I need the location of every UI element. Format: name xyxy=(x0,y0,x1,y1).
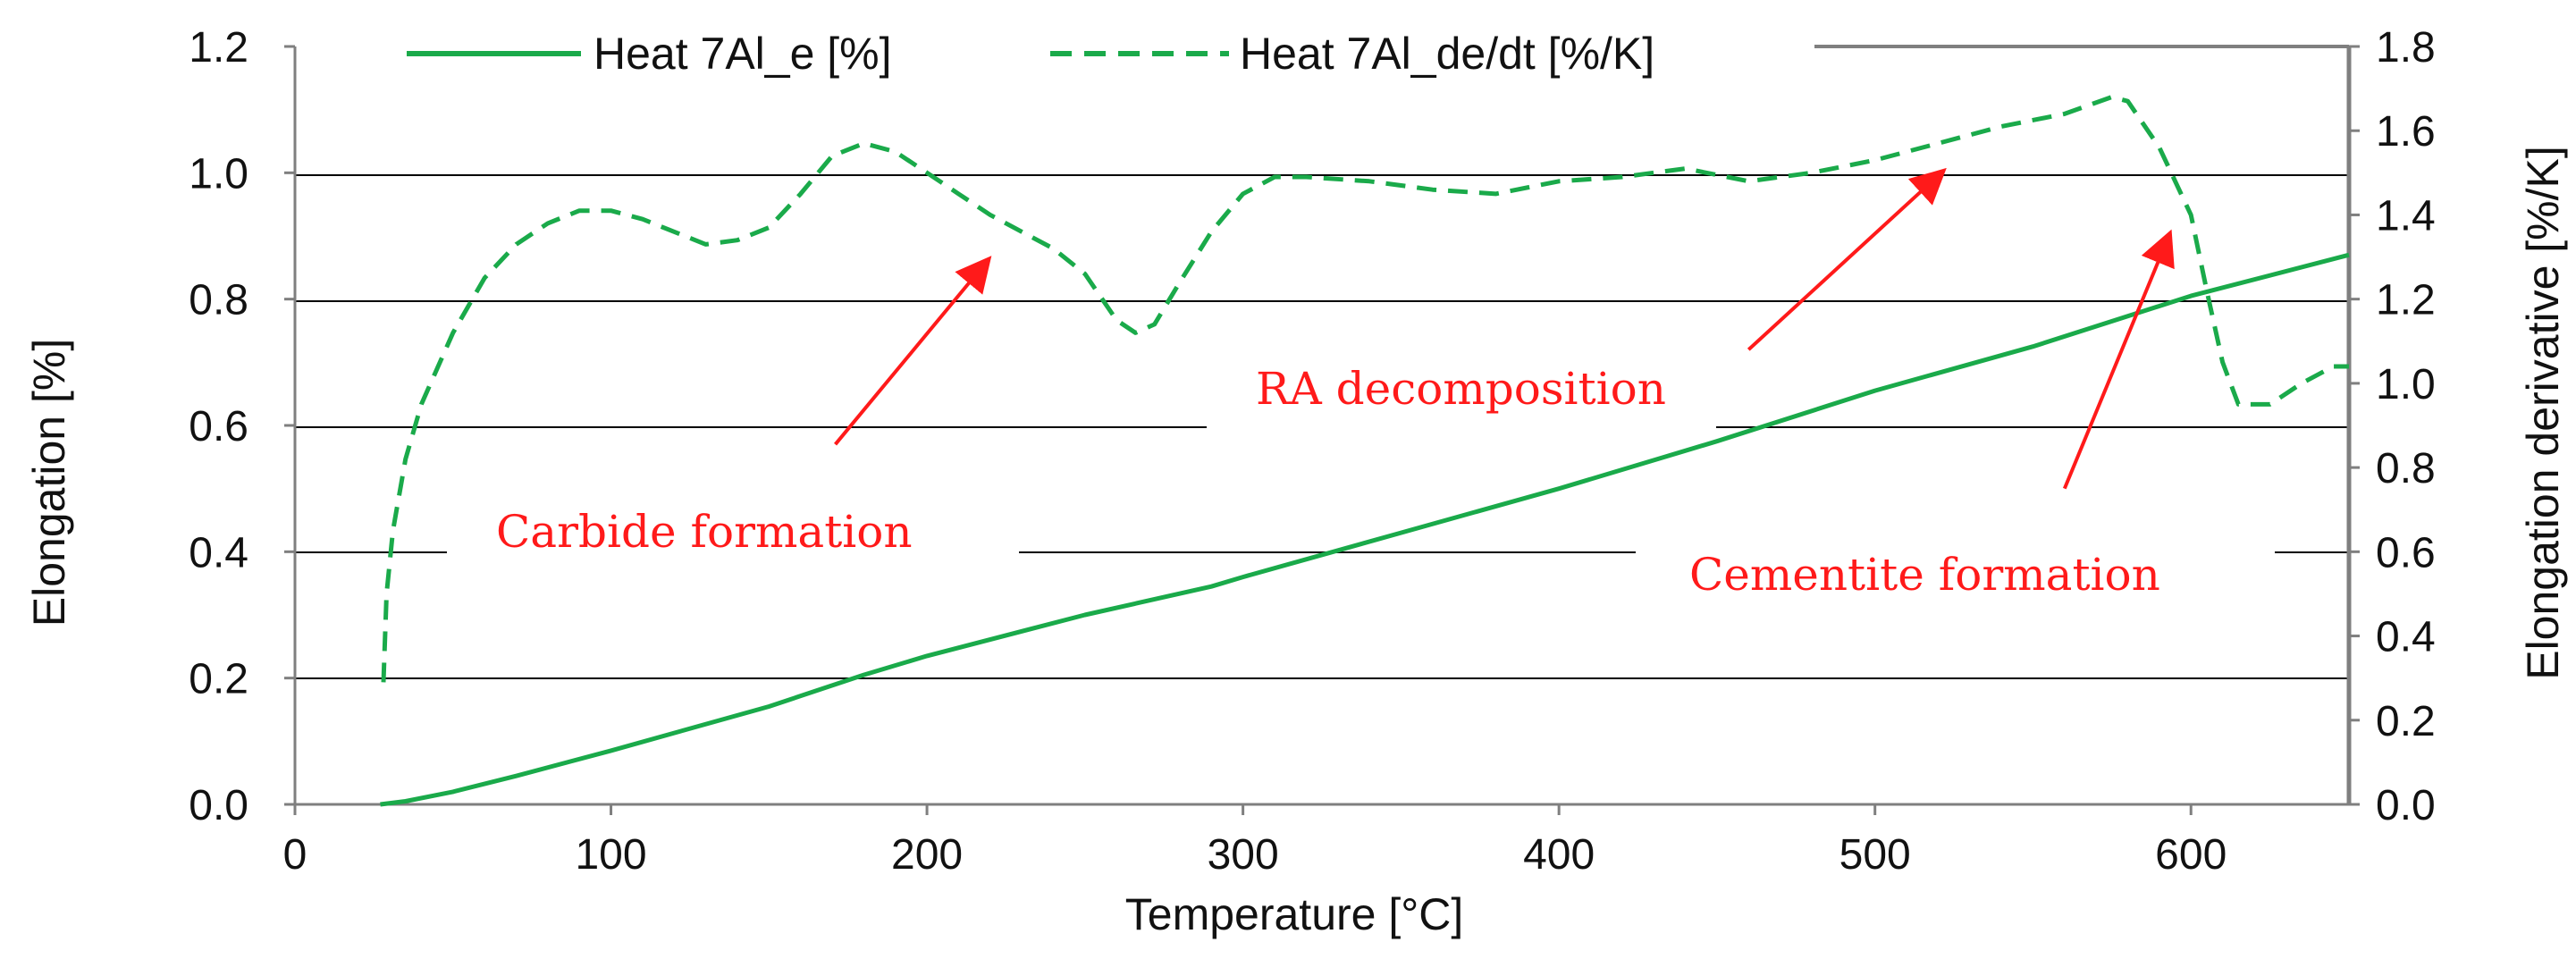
annotations: Carbide formation RA decomposition Cementi… xyxy=(496,167,2175,601)
y2-ticks: 0.0 0.2 0.4 0.6 0.8 1.0 1.2 1.4 1.6 1.8 xyxy=(2349,24,2436,829)
x-tick-label: 400 xyxy=(1523,831,1595,879)
y-tick-label: 0.2 xyxy=(189,656,248,703)
annotation-arrow xyxy=(1747,167,1947,351)
annotation-arrow xyxy=(834,256,992,446)
series-line-derivative xyxy=(381,95,2349,683)
y2-tick-label: 1.4 xyxy=(2376,192,2436,240)
series xyxy=(380,95,2350,807)
y2-tick-label: 1.0 xyxy=(2376,361,2436,408)
legend-label-elongation: Heat 7Al_e [%] xyxy=(593,29,892,79)
x-tick-label: 500 xyxy=(1839,831,1911,879)
y-ticks: 0.0 0.2 0.4 0.6 0.8 1.0 1.2 xyxy=(189,24,295,829)
x-tick-label: 300 xyxy=(1208,831,1279,879)
series-line-elongation xyxy=(380,252,2350,807)
y2-tick-label: 0.8 xyxy=(2376,445,2436,492)
y2-tick-label: 0.6 xyxy=(2376,529,2436,576)
y2-axis-title: Elongation derivative [%/K] xyxy=(2518,146,2568,680)
annotation-arrow xyxy=(2062,229,2175,490)
y-tick-label: 0.8 xyxy=(189,277,248,324)
y2-tick-label: 0.4 xyxy=(2376,614,2436,661)
legend-label-derivative: Heat 7Al_de/dt [%/K] xyxy=(1240,29,1654,79)
x-ticks: 0 100 200 300 400 500 600 xyxy=(283,804,2227,879)
y-tick-label: 1.2 xyxy=(189,24,248,72)
x-tick-label: 0 xyxy=(283,831,307,879)
y-tick-label: 1.0 xyxy=(189,150,248,198)
x-axis-title: Temperature [°C] xyxy=(1125,889,1463,939)
y2-tick-label: 1.2 xyxy=(2376,277,2436,324)
y-axis-title: Elongation [%] xyxy=(24,339,74,627)
y2-tick-label: 1.6 xyxy=(2376,108,2436,156)
x-tick-label: 600 xyxy=(2155,831,2227,879)
legend: Heat 7Al_e [%] Heat 7Al_de/dt [%/K] xyxy=(407,29,1654,79)
y-tick-label: 0.0 xyxy=(189,782,248,829)
grid-lines xyxy=(295,174,2349,679)
y2-tick-label: 0.0 xyxy=(2376,782,2436,829)
y-tick-label: 0.4 xyxy=(189,529,248,576)
annotation-label: Carbide formation xyxy=(496,506,913,558)
y2-tick-label: 1.8 xyxy=(2376,24,2436,72)
annotation-label: RA decomposition xyxy=(1256,363,1666,415)
annotation-label: Cementite formation xyxy=(1689,549,2160,601)
y-tick-label: 0.6 xyxy=(189,403,248,450)
x-tick-label: 200 xyxy=(891,831,963,879)
x-tick-label: 100 xyxy=(575,831,646,879)
y2-tick-label: 0.2 xyxy=(2376,698,2436,745)
